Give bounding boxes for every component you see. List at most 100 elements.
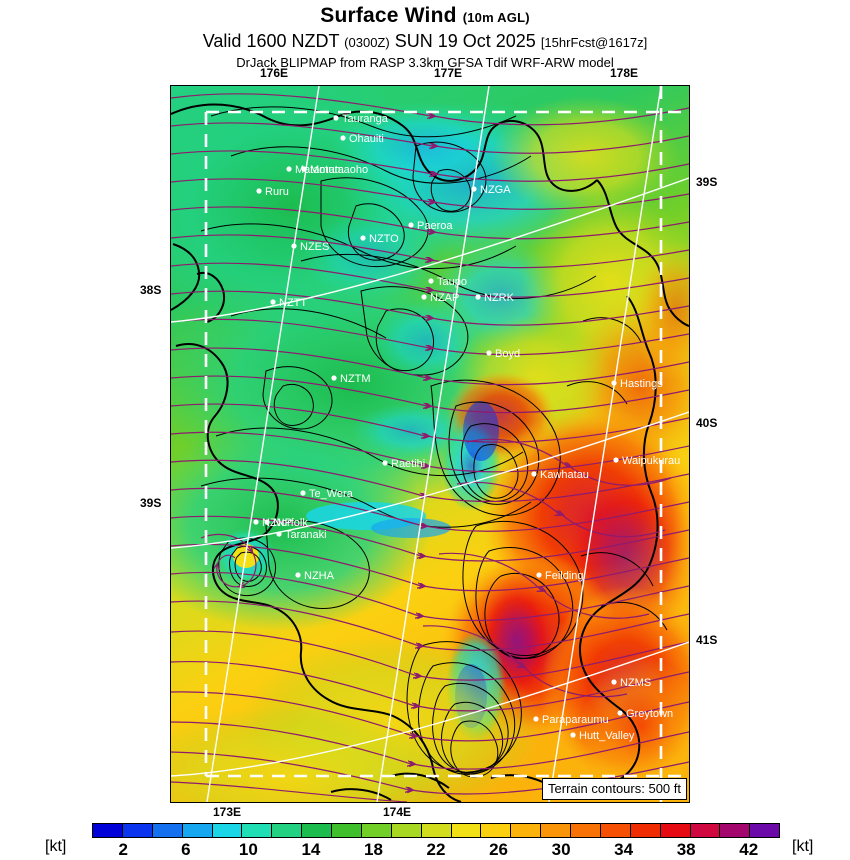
station-marker[interactable] [253, 519, 259, 525]
station-marker[interactable] [531, 471, 537, 477]
station-marker[interactable] [428, 278, 434, 284]
colorbar-swatch[interactable] [272, 824, 303, 837]
station-marker[interactable] [276, 531, 282, 537]
terrain-contour-legend: Terrain contours: 500 ft [542, 778, 687, 800]
colorbar-tick-label: 18 [363, 840, 383, 859]
colorbar-swatch[interactable] [361, 824, 392, 837]
colorbar-swatch[interactable] [600, 824, 631, 837]
colorbar-tick-label: 6 [181, 840, 191, 859]
station-label: NZGA [480, 184, 511, 196]
station-label: Ohauiti [349, 133, 384, 145]
station-marker[interactable] [333, 115, 339, 121]
lat-label-left: 39S [140, 496, 162, 510]
colorbar-swatch[interactable] [302, 824, 332, 837]
station-marker[interactable] [301, 166, 307, 172]
station-marker[interactable] [611, 380, 617, 386]
colorbar-swatch[interactable] [511, 824, 542, 837]
station-marker[interactable] [486, 350, 492, 356]
page-title-level: (10m AGL) [462, 10, 530, 25]
station-marker[interactable] [331, 375, 337, 381]
colorbar-swatch[interactable] [421, 824, 452, 837]
colorbar-swatch[interactable] [690, 824, 721, 837]
station-label: NZHA [304, 570, 335, 582]
station-marker[interactable] [421, 294, 427, 300]
station-label: Boyd [495, 348, 520, 360]
colorbar-swatch[interactable] [451, 824, 482, 837]
station-marker[interactable] [570, 732, 576, 738]
station-marker[interactable] [291, 243, 297, 249]
wind-map[interactable]: Tauranga Ohauiti Matamata Motumaoho Ruru NZGA… [170, 85, 690, 803]
colorbar-swatches[interactable] [92, 823, 780, 838]
station-marker[interactable] [300, 490, 306, 496]
station-marker[interactable] [408, 222, 414, 228]
station-marker[interactable] [256, 188, 262, 194]
wind-streamlines [171, 93, 689, 802]
station-marker[interactable] [613, 457, 619, 463]
station-marker[interactable] [475, 294, 481, 300]
station-marker[interactable] [295, 572, 301, 578]
colorbar[interactable]: [kt] [kt] 2 6 10 14 18 22 26 30 34 38 42 [0, 818, 850, 860]
colorbar-tick-label: 38 [676, 840, 696, 859]
station-label: Kawhatau [540, 469, 589, 481]
station-label: NZTM [340, 373, 371, 385]
lon-label-top: 176E [260, 66, 289, 80]
colorbar-unit-right: [kt] [792, 838, 814, 855]
station-marker[interactable] [533, 716, 539, 722]
station-label: Te_Wera [309, 488, 354, 500]
station-marker[interactable] [360, 235, 366, 241]
colorbar-swatch[interactable] [122, 824, 153, 837]
terrain-contours [200, 106, 668, 778]
station-label: Waipukurau [622, 455, 680, 467]
lat-label-right: 41S [696, 633, 718, 647]
station-label: Raetihi [391, 458, 425, 470]
colorbar-tick-label: 34 [614, 840, 634, 859]
station-label: NZMS [620, 677, 651, 689]
colorbar-swatch[interactable] [720, 824, 751, 837]
station-marker[interactable] [270, 299, 276, 305]
page-title: Surface Wind (10m AGL) [320, 4, 530, 27]
colorbar-tick-label: 30 [551, 840, 571, 859]
colorbar-unit-left: [kt] [45, 838, 67, 855]
colorbar-swatch[interactable] [242, 824, 273, 837]
lon-label-bottom: 174E [383, 805, 412, 819]
colorbar-swatch[interactable] [750, 824, 780, 837]
colorbar-swatch[interactable] [481, 824, 512, 837]
station-label: Paraparaumu [542, 714, 609, 726]
lon-label-top: 177E [434, 66, 463, 80]
title-block: Surface Wind (10m AGL) Valid 1600 NZDT (… [0, 0, 850, 71]
station-marker[interactable] [471, 186, 477, 192]
colorbar-tick-label: 10 [238, 840, 258, 859]
colorbar-swatch[interactable] [571, 824, 601, 837]
station-marker[interactable] [611, 679, 617, 685]
colorbar-swatch[interactable] [630, 824, 661, 837]
station-marker[interactable] [382, 460, 388, 466]
station-label: Feilding [545, 570, 584, 582]
station-marker[interactable] [617, 710, 623, 716]
station-label: NZTT [279, 297, 307, 309]
station-label: Hutt_Valley [579, 730, 635, 742]
colorbar-swatch[interactable] [660, 824, 691, 837]
station-marker[interactable] [286, 166, 292, 172]
colorbar-swatch[interactable] [182, 824, 213, 837]
valid-zulu: (0300Z) [344, 35, 390, 50]
colorbar-swatch[interactable] [93, 824, 123, 837]
forecast-tag: [15hrFcst@1617z] [540, 35, 648, 50]
station-label: Motumaoho [310, 164, 368, 176]
station-marker[interactable] [536, 572, 542, 578]
colorbar-swatch[interactable] [391, 824, 422, 837]
colorbar-swatch[interactable] [332, 824, 362, 837]
station-label: Matamata [295, 164, 345, 176]
model-line: DrJack BLIPMAP from RASP 3.3km GFSA Tdif… [236, 55, 614, 70]
station-label: Taranaki [285, 529, 327, 541]
graticule [171, 86, 689, 802]
station-label: Taupo [437, 276, 467, 288]
colorbar-swatch[interactable] [541, 824, 571, 837]
colorbar-swatch[interactable] [212, 824, 243, 837]
station-label: NZTO [369, 233, 399, 245]
station-marker[interactable] [340, 135, 346, 141]
colorbar-swatch[interactable] [152, 824, 183, 837]
station-marker[interactable] [264, 519, 270, 525]
colorbar-tick-label: 14 [301, 840, 321, 859]
domain-boundary [204, 86, 689, 802]
